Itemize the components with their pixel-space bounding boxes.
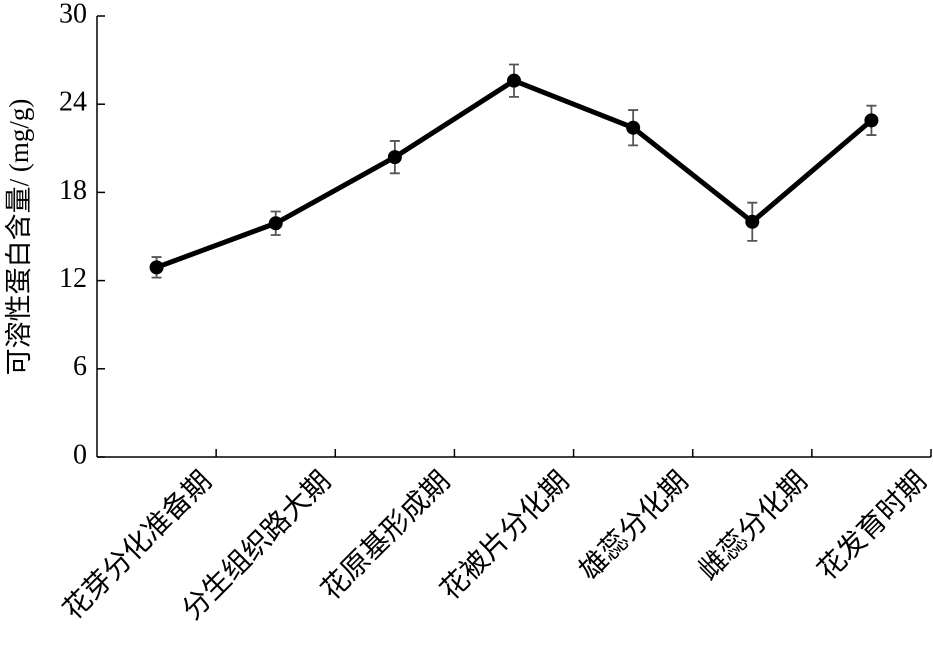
y-tick-label: 30 — [59, 0, 87, 29]
point — [268, 216, 283, 231]
point — [387, 150, 402, 165]
point — [864, 113, 879, 128]
line — [155, 78, 874, 270]
point — [626, 120, 641, 135]
y-tick-label: 12 — [59, 263, 87, 294]
y-tick-label: 18 — [59, 175, 87, 206]
x-tick-label: 雌蕊分化期 — [692, 465, 814, 587]
x-tick-label: 雄蕊分化期 — [573, 465, 695, 587]
y-tick-label: 24 — [59, 87, 87, 118]
y-tick-label: 0 — [73, 439, 87, 470]
point — [507, 73, 521, 88]
y-tick-label: 6 — [73, 351, 87, 382]
point — [149, 260, 164, 275]
x-tick-label: 花发育时期 — [811, 465, 933, 587]
x-tick-label: 花被片分化期 — [434, 465, 575, 606]
y-axis-label: 可溶性蛋白含量/ (mg/g) — [4, 99, 34, 376]
point — [745, 214, 760, 229]
